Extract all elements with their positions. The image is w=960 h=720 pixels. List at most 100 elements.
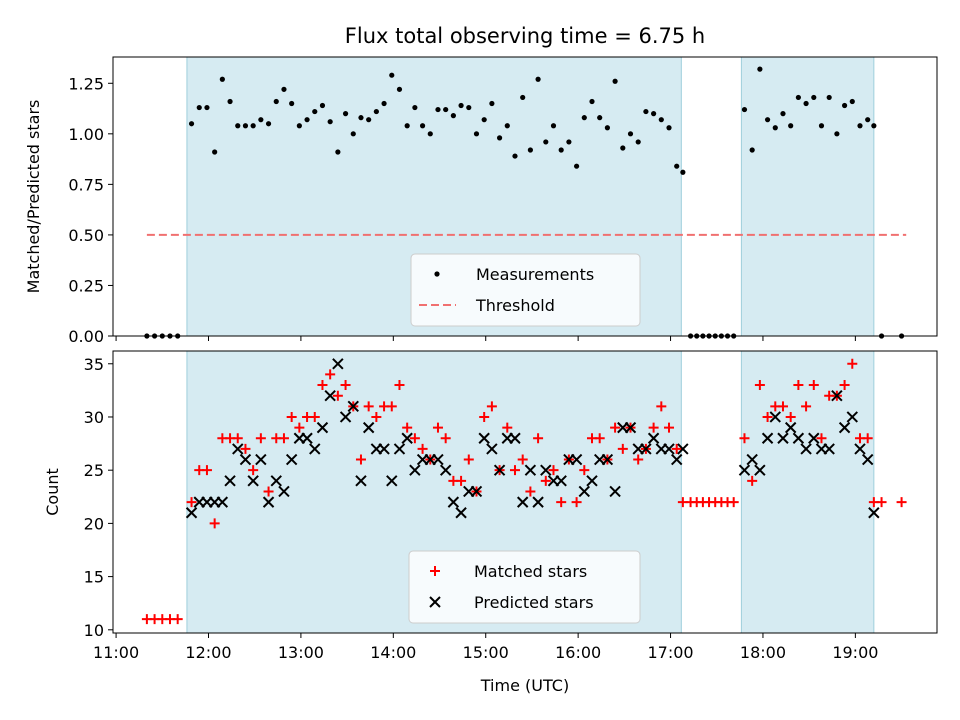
data-point [278,485,290,498]
data-point [741,106,748,113]
data-point [579,465,590,476]
data-point [566,139,572,145]
data-point [447,496,460,508]
y-tick-label: 30 [84,408,104,427]
data-point [394,380,405,391]
data-point [296,123,302,129]
data-point [381,100,387,107]
data-point [366,117,372,123]
data-point [838,421,851,434]
data-point [258,117,264,123]
data-point [239,453,252,466]
data-point [861,453,874,466]
data-point [581,115,587,121]
x-tick-label: 11:00 [93,643,139,662]
data-point [573,163,580,169]
legend-label: Threshold [475,296,555,315]
data-point [509,465,520,476]
data-point [250,123,256,129]
data-point [316,421,329,434]
observing-interval-2 [740,56,875,337]
data-point [317,380,328,391]
data-point [255,433,266,444]
data-point [808,380,819,391]
data-point [409,433,420,444]
data-point [757,66,763,72]
data-point [671,443,682,454]
data-point [578,485,591,498]
data-point [362,421,375,434]
data-point [739,433,750,444]
data-point [350,131,356,137]
data-point [248,465,259,476]
data-point [242,123,249,129]
data-point [227,98,233,105]
data-point [332,358,344,370]
data-point [209,518,220,529]
data-point [172,614,183,625]
data-point [754,380,765,391]
data-point [746,453,758,466]
data-point [473,131,480,137]
data-point [312,108,318,115]
data-point [784,421,797,434]
data-point [764,117,771,123]
data-point [481,117,487,123]
data-point [404,123,410,129]
x-axis-label: Time (UTC) [480,676,569,695]
data-point [294,422,305,433]
data-point [466,104,472,111]
data-point [278,433,289,444]
data-point [335,149,341,155]
data-point [640,443,652,455]
data-point [795,94,801,101]
data-point [396,86,403,92]
data-point [674,163,680,169]
data-point [558,147,564,153]
data-point [728,497,739,508]
data-point [235,123,241,129]
data-point [586,475,598,487]
data-point [412,104,418,111]
data-point [478,432,490,444]
y-tick-label: 0.00 [68,327,104,346]
data-point [273,98,279,105]
legend: Measurements Threshold [410,253,641,327]
data-point [185,507,198,519]
x-tick-label: 19:00 [832,643,878,662]
data-point [811,94,817,101]
legend-label: Measurements [476,265,594,284]
data-point [319,102,326,109]
data-point [868,507,880,519]
data-point [355,475,367,487]
legend-label: Matched stars [474,562,587,581]
data-point [373,108,379,115]
data-point [612,78,618,84]
data-point [339,411,352,423]
data-point [516,496,529,508]
data-point [512,153,518,159]
data-point [450,113,456,119]
data-point [769,411,781,423]
data-point [470,485,483,498]
y-tick-label: 15 [84,568,104,587]
data-point [871,123,877,129]
data-point [347,400,359,413]
data-point [556,497,567,508]
data-point [219,76,225,82]
data-point [289,100,295,107]
data-point [780,111,786,117]
y-tick-label: 1.25 [68,74,104,93]
data-point [432,453,444,466]
data-point [535,76,541,82]
y-tick-label: 1.00 [68,125,104,144]
y-tick-label: 0.75 [68,175,104,194]
data-point [550,123,557,129]
data-point [555,475,567,487]
data-point [524,464,537,476]
y-tick-label: 20 [84,514,104,533]
data-point [520,94,526,101]
data-point [663,443,675,455]
data-point [609,485,621,498]
data-point [808,432,820,444]
